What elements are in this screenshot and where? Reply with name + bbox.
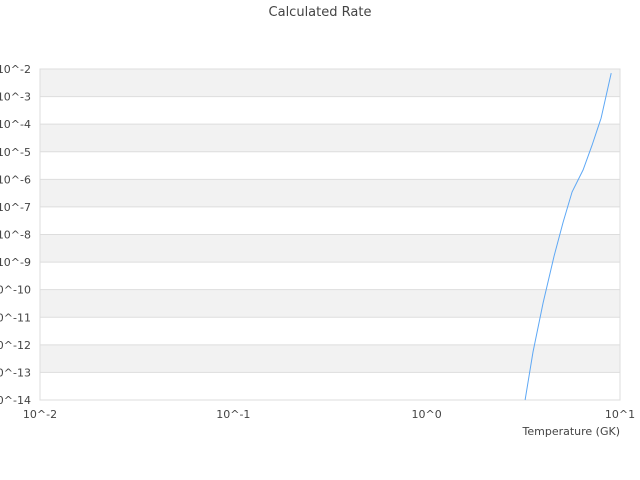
- grid-band: [40, 344, 620, 373]
- x-tick-label: 10^1: [605, 408, 635, 421]
- y-axis-ticks: 10^-2 10^-3 10^-4 10^-5 10^-6 10^-7 10^-8 10^-9…: [0, 63, 31, 407]
- x-tick-label: 10^-2: [23, 408, 57, 421]
- y-tick-label: 10^-7: [0, 201, 31, 214]
- y-tick-label: 10^-8: [0, 229, 31, 242]
- grid-band: [40, 124, 620, 152]
- x-tick-label: 10^0: [412, 408, 442, 421]
- x-axis-ticks: 10^-2 10^-1 10^0 10^1: [23, 408, 635, 421]
- y-tick-label: 10^-14: [0, 394, 31, 407]
- y-tick-label: 10^-3: [0, 91, 31, 104]
- y-tick-label: 10^-13: [0, 366, 31, 379]
- y-tick-label: 10^-12: [0, 339, 31, 352]
- grid-band: [40, 69, 620, 97]
- x-tick-label: 10^-1: [216, 408, 250, 421]
- grid-band: [40, 234, 620, 263]
- plot-frame: [39, 68, 621, 401]
- series-line: [524, 72, 612, 401]
- series-group: [524, 72, 612, 401]
- y-tick-label: 10^-11: [0, 311, 31, 324]
- y-tick-label: 10^-4: [0, 118, 31, 131]
- grid-band: [40, 179, 620, 207]
- y-tick-label: 10^-5: [0, 146, 31, 159]
- x-axis-label: Temperature (GK): [522, 425, 621, 438]
- grid-band: [40, 289, 620, 318]
- y-tick-label: 10^-2: [0, 63, 31, 76]
- y-tick-label: 10^-9: [0, 256, 31, 269]
- y-tick-label: 10^-10: [0, 284, 31, 297]
- grid-bands: [40, 69, 620, 373]
- chart-title: Calculated Rate: [269, 5, 372, 20]
- y-tick-label: 10^-6: [0, 173, 31, 186]
